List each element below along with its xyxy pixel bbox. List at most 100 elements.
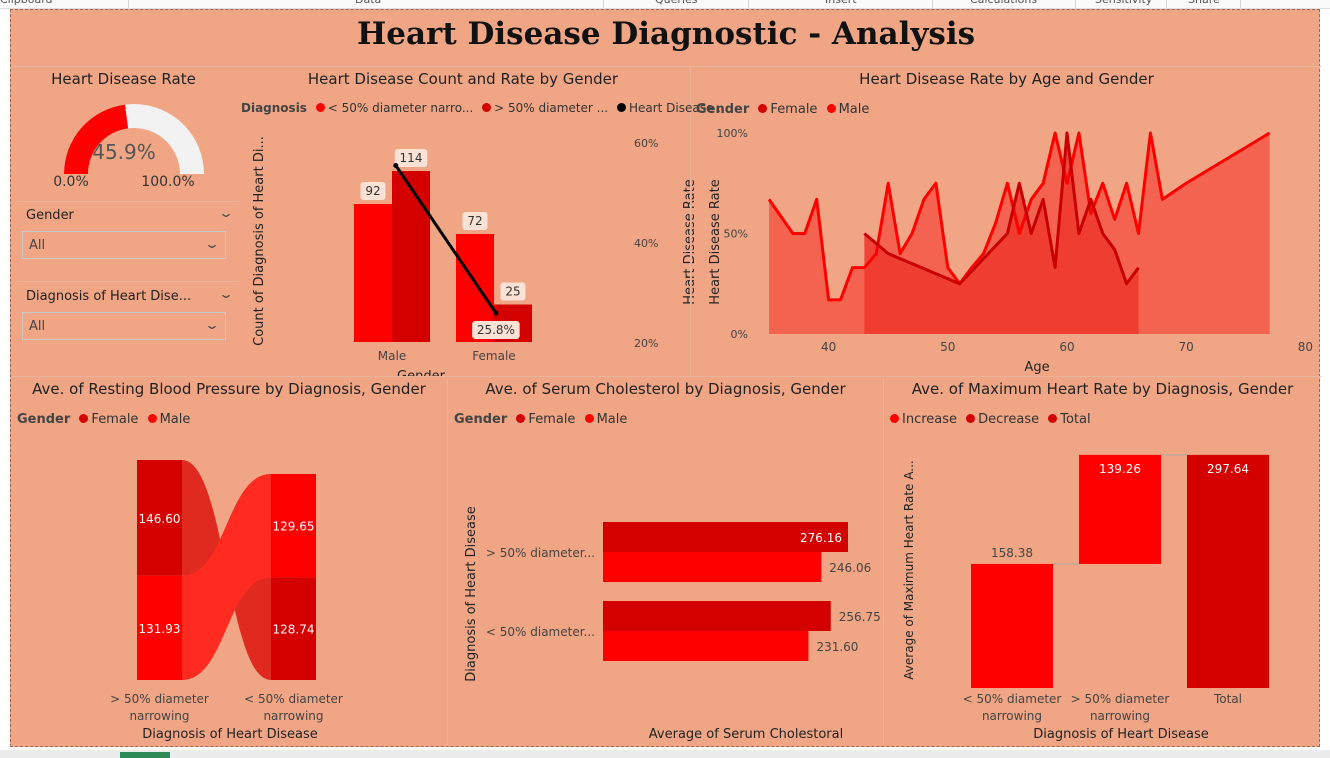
data-label: 146.60	[139, 512, 181, 526]
data-label: 231.60	[816, 640, 858, 654]
ribbon-group-label[interactable]: Queries	[655, 0, 697, 6]
page-tab-indicator[interactable]	[120, 752, 170, 758]
legend-dot-icon	[826, 104, 836, 113]
slicer-divider	[17, 201, 239, 202]
ribbon-separator	[932, 0, 933, 8]
chart-legend: Gender Female Male	[454, 412, 627, 427]
data-label: 92	[365, 184, 380, 198]
ribbon-group-label[interactable]: Clipboard	[0, 0, 53, 6]
chevron-down-icon: ⌄	[203, 318, 221, 332]
x-axis-title: Gender	[397, 369, 446, 376]
y-axis-title: Diagnosis of Heart Disease	[464, 506, 479, 681]
legend-item: Male	[596, 412, 628, 427]
x-axis-title: Average of Serum Cholestoral	[649, 727, 843, 742]
legend-dot-icon	[79, 414, 89, 423]
legend-dot-icon	[482, 103, 492, 112]
count-rate-chart[interactable]: Heart Disease Count and Rate by Gender D…	[236, 66, 729, 376]
y-axis-title: Heart Disease Rate	[692, 179, 698, 304]
legend-title: Diagnosis	[241, 101, 307, 115]
y-axis-title: Count of Diagnosis of Heart Di...	[252, 136, 267, 346]
y-tick-label: < 50% diameter...	[486, 625, 595, 639]
cholesterol-chart[interactable]: Ave. of Serum Cholesterol by Diagnosis, …	[448, 376, 883, 748]
bottom-strip	[0, 750, 1330, 758]
legend-dot-icon	[758, 104, 768, 113]
data-label-bg	[360, 182, 386, 200]
gender-slicer: Gender ⌄ All ⌄	[17, 204, 239, 264]
chart-legend: Diagnosis < 50% diameter narro... > 50% …	[241, 101, 729, 115]
gauge-fill	[64, 104, 129, 174]
bar	[354, 204, 392, 342]
ribbon-group-label[interactable]: Insert	[825, 0, 857, 6]
data-label: 131.93	[139, 622, 181, 636]
legend-item: < 50% diameter narro...	[327, 101, 474, 115]
ribbon-group-label[interactable]: Share	[1188, 0, 1220, 6]
gender-slicer-label: Gender	[26, 208, 74, 223]
data-label-bg	[500, 282, 526, 301]
legend-dot-icon	[616, 103, 626, 112]
gauge-title: Heart Disease Rate	[51, 70, 196, 88]
legend-title: Gender	[17, 412, 71, 427]
legend-item: Female	[770, 102, 818, 117]
waterfall-bar	[1079, 454, 1161, 564]
x-tick-label: 40	[821, 340, 836, 354]
chart-title: Ave. of Serum Cholesterol by Diagnosis, …	[485, 380, 846, 398]
y-tick-label: 50%	[724, 228, 748, 241]
rate-label: 25.8%	[477, 323, 515, 337]
age-rate-chart[interactable]: Heart Disease Rate by Age and Gender Gen…	[692, 66, 1321, 376]
gauge-min-label: 0.0%	[53, 174, 89, 190]
x-tick-label: Male	[378, 349, 406, 363]
y-axis-title: Heart Disease Rate	[708, 179, 723, 304]
rate-label-bg	[472, 321, 520, 339]
y2-tick-label: 60%	[634, 137, 658, 150]
ribbon-group-label[interactable]: Calculations	[970, 0, 1037, 6]
bar-male	[271, 474, 316, 578]
legend-item: Male	[838, 102, 870, 117]
chevron-down-icon: ⌄	[203, 237, 221, 251]
gauge-panel[interactable]: Heart Disease Rate 45.9% 0.0% 100.0%	[11, 66, 236, 201]
y2-tick-label: 20%	[634, 337, 658, 350]
ribbon-separator	[1075, 0, 1076, 8]
blood-pressure-chart[interactable]: Ave. of Resting Blood Pressure by Diagno…	[11, 376, 447, 748]
ribbon-group-label[interactable]: Data	[355, 0, 381, 6]
chart-legend: Gender Female Male	[696, 102, 869, 117]
y2-axis-title: Heart Disease Rate	[682, 179, 690, 304]
gauge-value: 45.9%	[92, 140, 156, 164]
legend-item: > 50% diameter ...	[494, 101, 609, 115]
x-tick-label: > 50% diameter narrowing	[1071, 692, 1170, 723]
x-axis-title: Diagnosis of Heart Disease	[1033, 727, 1208, 742]
x-tick-label: 60	[1059, 340, 1074, 354]
ribbon-group-label[interactable]: Sensitivity	[1095, 0, 1152, 6]
waterfall-bar	[971, 563, 1053, 688]
ribbon-separator	[748, 0, 749, 8]
y2-tick-label: 40%	[634, 237, 658, 250]
col-divider	[690, 68, 691, 376]
series-line-male	[767, 131, 1271, 302]
legend-item: Female	[91, 412, 139, 427]
y-tick-label: 100%	[717, 127, 748, 140]
col-divider	[883, 378, 884, 746]
chart-title: Heart Disease Rate by Age and Gender	[859, 70, 1154, 88]
bar-female	[271, 577, 316, 680]
rate-point	[393, 163, 399, 168]
x-axis-title: Age	[1024, 360, 1049, 375]
diagnosis-dropdown[interactable]: All ⌄	[22, 312, 226, 340]
slicer-collapse-chevron-icon[interactable]: ⌄	[217, 287, 235, 301]
slicer-collapse-chevron-icon[interactable]: ⌄	[217, 206, 235, 220]
diagnosis-slicer: Diagnosis of Heart Dise... ⌄ All ⌄	[17, 285, 239, 345]
bar	[603, 601, 831, 631]
max-heart-rate-chart[interactable]: Ave. of Maximum Heart Rate by Diagnosis,…	[884, 376, 1321, 748]
gender-dropdown[interactable]: All ⌄	[22, 231, 226, 259]
ribbon-separator	[1166, 0, 1167, 8]
data-label: 114	[400, 151, 423, 165]
legend-dot-icon	[315, 103, 325, 112]
rate-point	[493, 310, 499, 316]
ribbon-separator	[128, 0, 129, 8]
data-label: 246.06	[829, 561, 871, 575]
bar	[392, 171, 430, 342]
chart-legend: Increase Decrease Total	[888, 412, 1091, 427]
ribbon-separator	[1240, 0, 1241, 8]
legend-dot-icon	[147, 414, 157, 423]
data-label: 72	[467, 214, 482, 228]
legend-dot-icon	[890, 414, 899, 423]
bar	[603, 631, 809, 661]
